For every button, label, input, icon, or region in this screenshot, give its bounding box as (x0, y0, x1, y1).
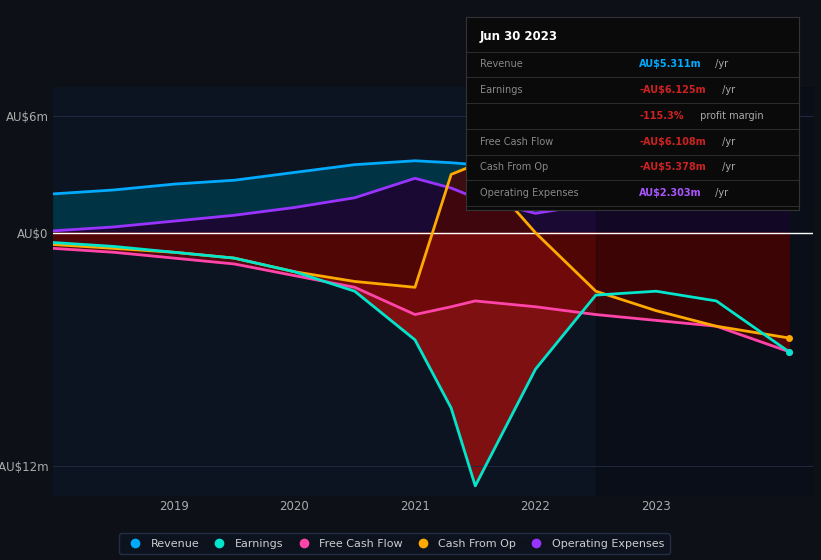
Text: -AU$6.125m: -AU$6.125m (640, 85, 706, 95)
Text: /yr: /yr (719, 137, 735, 147)
Text: Jun 30 2023: Jun 30 2023 (479, 30, 557, 43)
Text: /yr: /yr (719, 162, 735, 172)
Bar (596, 87, 813, 496)
Text: profit margin: profit margin (697, 111, 764, 121)
Text: Earnings: Earnings (479, 85, 522, 95)
Text: Cash From Op: Cash From Op (479, 162, 548, 172)
Text: AU$5.311m: AU$5.311m (640, 59, 702, 69)
Text: Free Cash Flow: Free Cash Flow (479, 137, 553, 147)
Text: Revenue: Revenue (479, 59, 522, 69)
Text: -115.3%: -115.3% (640, 111, 684, 121)
Text: Operating Expenses: Operating Expenses (479, 188, 578, 198)
Text: /yr: /yr (712, 188, 728, 198)
Text: /yr: /yr (719, 85, 735, 95)
Text: /yr: /yr (712, 59, 728, 69)
Text: -AU$6.108m: -AU$6.108m (640, 137, 706, 147)
Text: -AU$5.378m: -AU$5.378m (640, 162, 706, 172)
Text: AU$2.303m: AU$2.303m (640, 188, 702, 198)
Legend: Revenue, Earnings, Free Cash Flow, Cash From Op, Operating Expenses: Revenue, Earnings, Free Cash Flow, Cash … (118, 533, 670, 554)
